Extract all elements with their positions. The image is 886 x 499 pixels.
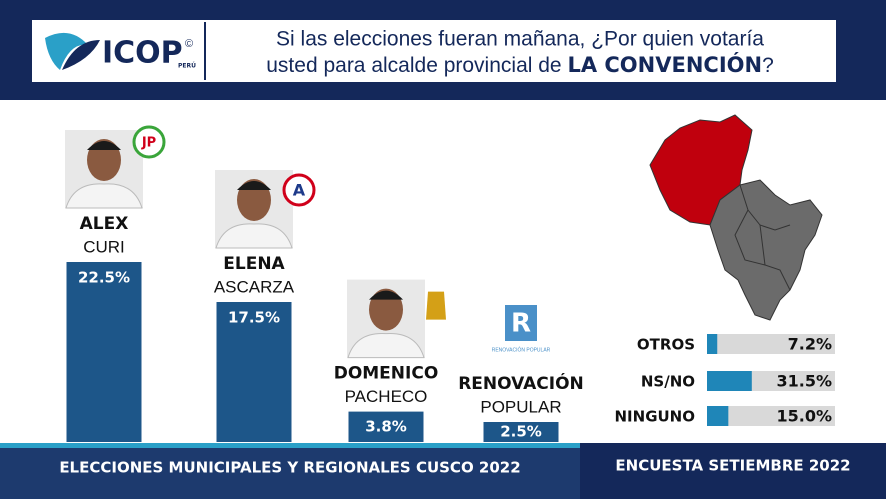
value-label: 7.2%: [788, 335, 832, 354]
candidate-photo: [65, 183, 143, 209]
bar-track: [707, 334, 835, 354]
logo-text: ICOP: [102, 36, 183, 71]
bar: [348, 411, 424, 442]
logo-sub: PERÚ: [178, 63, 196, 70]
category-label: NINGUNO: [615, 408, 696, 426]
value-label: 2.5%: [500, 423, 542, 441]
map-region-highlight: [649, 114, 753, 226]
category-label: OTROS: [637, 336, 695, 354]
bar: [216, 302, 292, 442]
header-box: [32, 20, 836, 82]
value-label: 17.5%: [228, 309, 280, 327]
party-logo-text: R: [511, 309, 531, 339]
footer-accent: [0, 443, 580, 448]
question: Si las elecciones fueran mañana, ¿Por qu…: [276, 28, 764, 51]
category-label: ALEX: [80, 214, 129, 234]
party-logo-text: A: [293, 181, 306, 200]
bar: [707, 371, 752, 391]
candidate-photo: [87, 141, 121, 150]
question: usted para alcalde provincial de LA CONV…: [266, 52, 774, 77]
party-logo: [282, 173, 316, 207]
value-label: 31.5%: [776, 372, 832, 391]
candidate-photo: [369, 290, 403, 300]
party-logo-caption: RENOVACIÓN POPULAR: [492, 346, 551, 353]
value-label: 22.5%: [78, 269, 130, 287]
party-logo: [426, 291, 446, 320]
party-logo: [132, 125, 166, 159]
category-label: DOMENICO: [334, 364, 439, 384]
value-label: 3.8%: [365, 417, 407, 435]
candidate-photo: [237, 181, 271, 190]
category-label: RENOVACIÓN: [458, 372, 584, 394]
candidate-photo: [215, 223, 293, 249]
map-border: [734, 184, 791, 291]
candidate-photo: [347, 333, 425, 359]
bar: [707, 406, 729, 426]
footer-left: [0, 448, 580, 499]
bar: [66, 262, 142, 442]
question: usted para alcalde provincial de: [266, 54, 567, 77]
value-label: 15.0%: [776, 407, 832, 426]
bar-track: [707, 406, 835, 426]
category-sublabel: CURI: [83, 237, 125, 256]
category-label: ELENA: [223, 254, 285, 274]
category-sublabel: PACHECO: [345, 387, 428, 406]
category-sublabel: POPULAR: [480, 397, 561, 416]
bar: [483, 422, 559, 442]
bar: [707, 334, 718, 354]
map-region: [709, 179, 823, 321]
question-bold: LA CONVENCIÓN: [567, 52, 762, 77]
category-label: NS/NO: [641, 373, 695, 391]
logo-icon: [62, 40, 100, 70]
logo-icon: [45, 32, 88, 70]
category-sublabel: ASCARZA: [214, 277, 295, 296]
footer-text: ENCUESTA SETIEMBRE 2022: [615, 457, 850, 475]
question: ?: [762, 54, 774, 77]
party-logo-text: JP: [141, 136, 156, 151]
party-logo: [505, 305, 537, 341]
footer-text: ELECCIONES MUNICIPALES Y REGIONALES CUSC…: [59, 459, 520, 477]
logo-mark: ©: [185, 38, 193, 50]
